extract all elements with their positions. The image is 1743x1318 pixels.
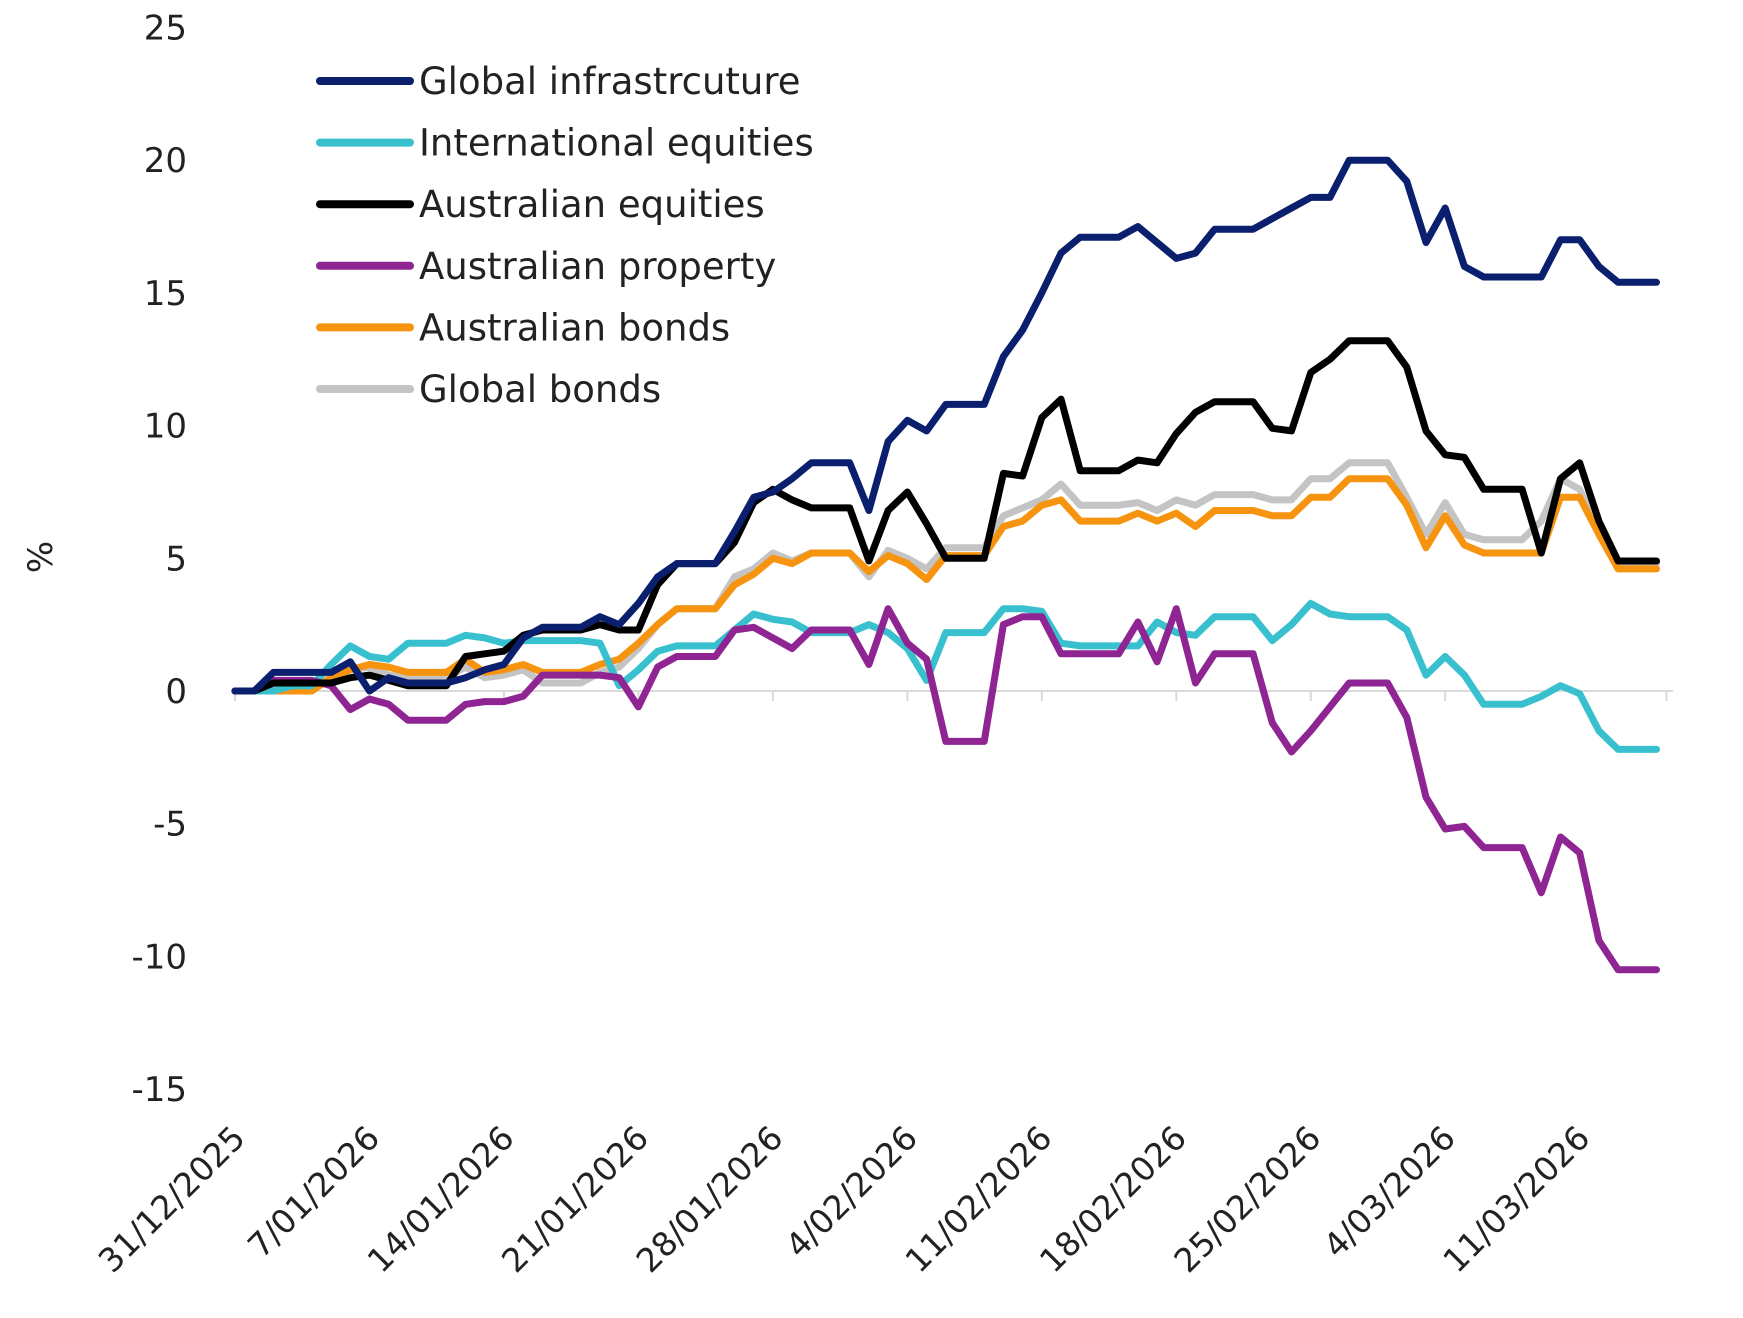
x-tick-label: 31/12/2025 <box>91 1118 253 1280</box>
series-line-international-equities <box>231 599 1660 753</box>
series-line-australian-equities <box>231 337 1660 695</box>
y-tick-label: 25 <box>144 9 187 49</box>
legend-item: Global infrastrcuture <box>316 60 801 103</box>
y-tick-label: 0 <box>165 672 187 712</box>
y-axis-tick-labels: -15 -10 -5 0 5 10 15 20 25 <box>131 9 187 1111</box>
legend-label: Global infrastrcuture <box>419 60 801 103</box>
legend-item: Australian bonds <box>316 306 730 349</box>
legend-label: Australian bonds <box>419 306 730 349</box>
y-tick-label: -5 <box>153 805 187 845</box>
x-tick-label: 4/03/2026 <box>1316 1118 1463 1265</box>
legend-item: International equities <box>316 122 814 165</box>
x-axis-ticks: 31/12/20257/01/202614/01/202621/01/20262… <box>91 691 1668 1280</box>
y-tick-label: 20 <box>144 141 187 181</box>
legend-label: Global bonds <box>419 368 661 411</box>
y-tick-label: 15 <box>144 274 187 314</box>
legend-item: Australian equities <box>316 183 765 226</box>
y-tick-label: 10 <box>144 407 187 447</box>
y-tick-label: 5 <box>165 539 187 579</box>
y-axis-label: % <box>21 541 61 573</box>
legend-label: International equities <box>419 122 814 165</box>
legend: Global infrastrcuture International equit… <box>316 60 814 411</box>
legend-label: Australian property <box>419 245 776 288</box>
series-lines <box>231 156 1660 974</box>
series-line-australian-property <box>231 605 1660 974</box>
y-tick-label: -15 <box>131 1070 187 1110</box>
series-line-global-bonds <box>231 459 1660 695</box>
series-line-global-infrastrcuture <box>231 156 1660 695</box>
x-tick-label: 7/01/2026 <box>240 1118 387 1265</box>
legend-item: Global bonds <box>316 368 661 411</box>
legend-label: Australian equities <box>419 183 765 226</box>
legend-item: Australian property <box>316 245 776 288</box>
y-tick-label: -10 <box>131 937 187 977</box>
x-tick-label: 4/02/2026 <box>778 1118 925 1265</box>
